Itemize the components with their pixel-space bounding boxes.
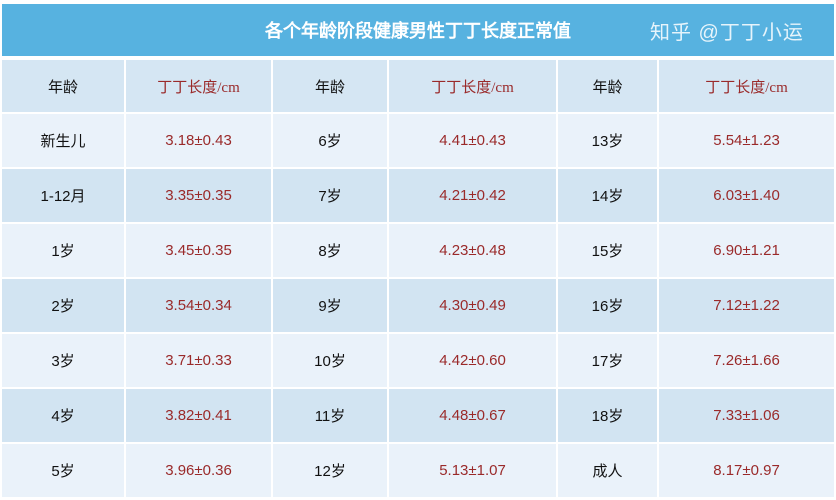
table-row: 新生儿 3.18±0.43 6岁 4.41±0.43 13岁 5.54±1.23 xyxy=(2,112,834,168)
header-row: 年龄 丁丁长度/cm 年龄 丁丁长度/cm 年龄 丁丁长度/cm xyxy=(2,58,834,113)
header-length: 丁丁长度/cm xyxy=(387,58,557,113)
age-cell: 18岁 xyxy=(556,387,658,443)
length-cell: 5.54±1.23 xyxy=(657,112,834,168)
header-length: 丁丁长度/cm xyxy=(657,58,834,113)
watermark: 知乎 @丁丁小运 xyxy=(650,21,804,44)
table-row: 5岁 3.96±0.36 12岁 5.13±1.07 成人 8.17±0.97 xyxy=(2,442,834,497)
table-row: 1岁 3.45±0.35 8岁 4.23±0.48 15岁 6.90±1.21 xyxy=(2,222,834,278)
length-cell: 3.18±0.43 xyxy=(124,112,272,168)
length-cell: 3.82±0.41 xyxy=(124,387,272,443)
length-cell: 3.45±0.35 xyxy=(124,222,272,278)
table-row: 4岁 3.82±0.41 11岁 4.48±0.67 18岁 7.33±1.06 xyxy=(2,387,834,443)
length-cell: 3.35±0.35 xyxy=(124,167,272,223)
age-cell: 6岁 xyxy=(271,112,388,168)
age-cell: 9岁 xyxy=(271,277,388,333)
length-cell: 4.23±0.48 xyxy=(387,222,557,278)
length-table: 年龄 丁丁长度/cm 年龄 丁丁长度/cm 年龄 丁丁长度/cm 新生儿 3.18±0.43 6… xyxy=(2,58,834,497)
age-cell: 10岁 xyxy=(271,332,388,388)
table-row: 1-12月 3.35±0.35 7岁 4.21±0.42 14岁 6.03±1.40 xyxy=(2,167,834,223)
length-cell: 3.71±0.33 xyxy=(124,332,272,388)
header-age: 年龄 xyxy=(2,58,125,113)
age-cell: 17岁 xyxy=(556,332,658,388)
age-cell: 4岁 xyxy=(2,387,125,443)
length-cell: 7.12±1.22 xyxy=(657,277,834,333)
age-cell: 8岁 xyxy=(271,222,388,278)
age-cell: 1-12月 xyxy=(2,167,125,223)
age-cell: 15岁 xyxy=(556,222,658,278)
length-cell: 4.42±0.60 xyxy=(387,332,557,388)
age-cell: 7岁 xyxy=(271,167,388,223)
length-cell: 8.17±0.97 xyxy=(657,442,834,497)
age-cell: 3岁 xyxy=(2,332,125,388)
age-cell: 11岁 xyxy=(271,387,388,443)
length-cell: 3.96±0.36 xyxy=(124,442,272,497)
header-age: 年龄 xyxy=(556,58,658,113)
header-age: 年龄 xyxy=(271,58,388,113)
table-title: 各个年龄阶段健康男性丁丁长度正常值 xyxy=(2,4,834,56)
length-cell: 6.03±1.40 xyxy=(657,167,834,223)
header-length: 丁丁长度/cm xyxy=(124,58,272,113)
age-cell: 16岁 xyxy=(556,277,658,333)
age-cell: 5岁 xyxy=(2,442,125,497)
age-cell: 1岁 xyxy=(2,222,125,278)
age-cell: 成人 xyxy=(556,442,658,497)
table-row: 3岁 3.71±0.33 10岁 4.42±0.60 17岁 7.26±1.66 xyxy=(2,332,834,388)
length-cell: 4.30±0.49 xyxy=(387,277,557,333)
length-cell: 5.13±1.07 xyxy=(387,442,557,497)
length-cell: 6.90±1.21 xyxy=(657,222,834,278)
length-cell: 4.41±0.43 xyxy=(387,112,557,168)
table-row: 2岁 3.54±0.34 9岁 4.30±0.49 16岁 7.12±1.22 xyxy=(2,277,834,333)
length-cell: 7.26±1.66 xyxy=(657,332,834,388)
length-cell: 7.33±1.06 xyxy=(657,387,834,443)
age-cell: 12岁 xyxy=(271,442,388,497)
length-cell: 4.21±0.42 xyxy=(387,167,557,223)
age-cell: 13岁 xyxy=(556,112,658,168)
age-cell: 新生儿 xyxy=(2,112,125,168)
age-cell: 2岁 xyxy=(2,277,125,333)
length-cell: 3.54±0.34 xyxy=(124,277,272,333)
length-cell: 4.48±0.67 xyxy=(387,387,557,443)
age-cell: 14岁 xyxy=(556,167,658,223)
